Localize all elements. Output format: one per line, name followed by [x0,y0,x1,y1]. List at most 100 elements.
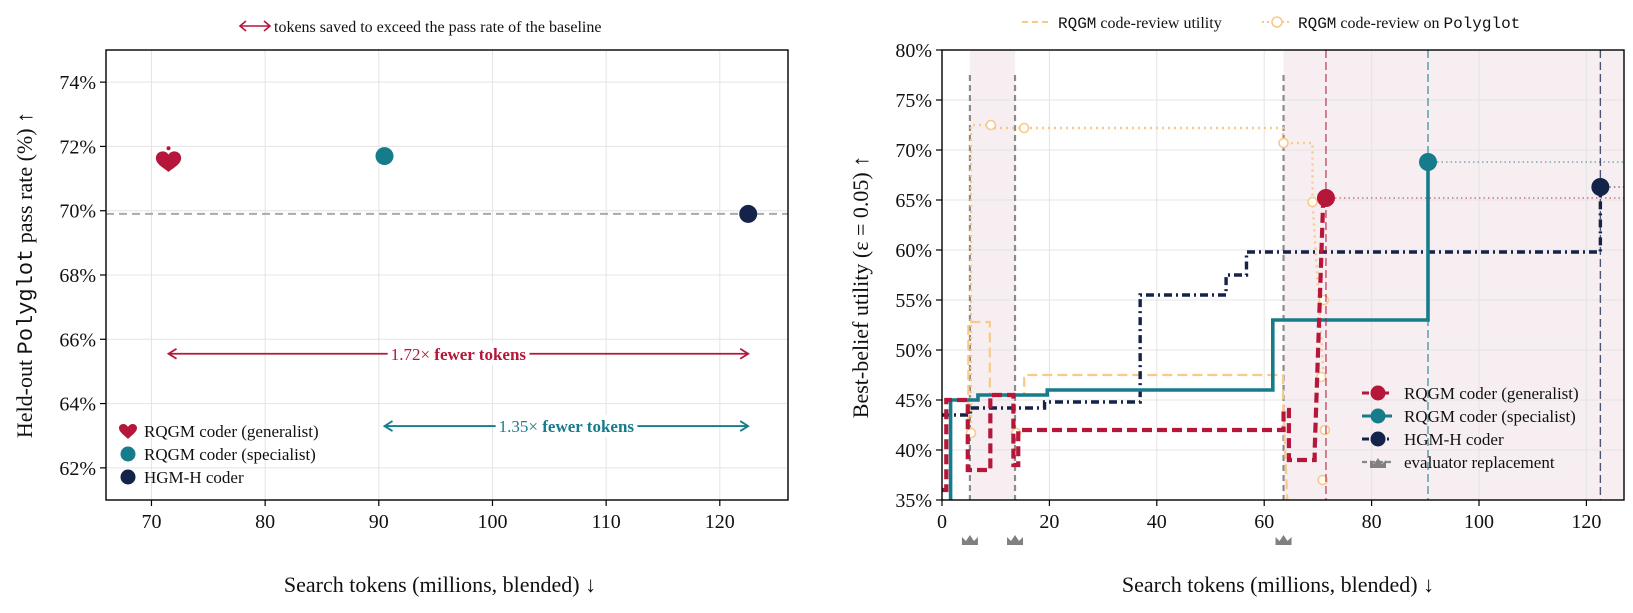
right-x-tick-label: 120 [1571,511,1601,533]
left-point-heart-0 [155,151,182,172]
right-y-tick-label: 35% [895,490,932,512]
right-series-marker [1319,424,1331,436]
left-y-tick-label: 72% [59,136,96,158]
left-arrow-label-bg [387,342,530,365]
right-series-line-3 [967,320,1289,501]
right-series-marker [1278,137,1289,149]
right-legend: RQGM coder (generalist) RQGM coder (spec… [1362,384,1579,472]
right-top-legend-part: Polyglot [1443,15,1520,33]
left-arrow-label-num: 1.35× [499,417,543,436]
left-point-heart-sparkle [166,146,171,151]
right-top-legend-part: code-review on [1336,15,1443,32]
left-arrow-head-right [739,420,750,432]
left-y-label-prefix: Held-out [12,354,37,438]
right-series-marker [1018,122,1030,134]
left-x-tick-label: 120 [705,511,735,533]
right-legend-label-evaluator: evaluator replacement [1404,453,1555,472]
right-x-tick-label: 60 [1254,511,1274,533]
left-x-tick-label: 100 [477,511,507,533]
right-x-axis-label: Search tokens (millions, blended) ↓ [1122,572,1434,597]
right-shaded-region [1283,50,1624,500]
left-top-legend-arrowhead-right [263,20,272,32]
left-legend-marker-specialist [120,446,136,462]
left-plot-frame [105,49,789,501]
left-panel: tokens saved to exceed the pass rate of … [12,19,789,597]
right-ticks: 0 20 40 60 80 100 120 35% 40% 45% 50% 55% 60% 65% 70% 7… [895,40,1601,533]
right-series-line-4 [969,123,1325,435]
left-arrow-label-bold: fewer tokens [542,417,634,436]
left-point-2 [739,204,758,223]
right-x-tick-label: 20 [1039,511,1059,533]
right-top-legend: RQGM code-review utility RQGM code-revie… [1022,15,1520,33]
left-x-tick-label: 90 [369,511,389,533]
right-top-legend-label-utility: RQGM code-review utility [1058,15,1222,33]
right-legend-marker-generalist [1370,385,1386,401]
right-x-tick-label: 100 [1464,511,1494,533]
left-top-legend-label: tokens saved to exceed the pass rate of … [274,19,601,36]
left-arrow-label: 1.72× fewer tokens [391,345,527,364]
right-evaluator-crown-icon [961,535,978,545]
right-y-tick-label: 80% [895,40,932,62]
right-top-legend-part: RQGM [1058,15,1096,33]
left-legend-label-generalist: RQGM coder (generalist) [144,422,319,441]
right-y-tick-label: 65% [895,190,932,212]
left-x-tick-label: 110 [592,511,621,533]
right-top-legend-label-polyglot: RQGM code-review on Polyglot [1298,15,1520,33]
right-top-legend-marker-polyglot [1271,16,1283,28]
left-x-tick-label: 70 [141,511,161,533]
right-shaded-regions [969,50,1624,500]
right-legend-marker-hgm [1370,431,1386,447]
left-grid [106,50,788,500]
left-point-1 [375,147,394,166]
legend-heart-icon [119,424,137,439]
left-arrow-label-bold: fewer tokens [434,345,526,364]
left-top-legend-arrowhead-left [238,20,247,32]
right-top-legend-part: code-review utility [1096,15,1221,32]
right-x-tick-label: 80 [1362,511,1382,533]
left-arrow-label-bg [495,415,638,438]
left-x-axis-label: Search tokens (millions, blended) ↓ [284,572,596,597]
right-evaluator-crown-icon [1007,535,1024,545]
left-legend-marker-hgm [120,469,136,485]
left-arrow-label-num: 1.72× [391,345,435,364]
right-y-axis-label: Best-belief utility (ε = 0.05) ↑ [848,156,873,418]
left-arrow-head-left [382,420,393,432]
right-series-marker [1307,196,1318,208]
right-y-tick-label: 45% [895,390,932,412]
right-top-legend-part: RQGM [1298,15,1336,33]
right-series-marker [985,119,997,131]
left-top-legend: tokens saved to exceed the pass rate of … [238,19,601,36]
right-y-tick-label: 50% [895,340,932,362]
right-evaluator-crown-icon [1275,535,1292,545]
right-panel: RQGM code-review utility RQGM code-revie… [848,15,1625,597]
left-y-tick-label: 62% [59,458,96,480]
left-y-label-mono: Polyglot [14,249,39,355]
left-arrow-label: 1.35× fewer tokens [499,417,635,436]
right-x-tick-label: 40 [1147,511,1167,533]
left-y-tick-label: 70% [59,201,96,223]
left-y-tick-label: 66% [59,329,96,351]
right-legend-marker-specialist [1370,408,1386,424]
left-y-axis-label: Held-out Polyglot pass rate (%) ↑ [12,112,39,438]
left-arrow-1: 1.35× fewer tokens [382,415,750,438]
right-plot-area [942,50,1624,501]
left-arrow-head-right [739,347,750,360]
right-shaded-region [969,50,1016,500]
left-ticks: 70 80 90 100 110 120 62% 64% 66% 68% 70% 72% 74% [59,72,734,533]
right-y-tick-label: 70% [895,140,932,162]
left-arrow-head-left [166,347,177,360]
right-y-tick-label: 40% [895,440,932,462]
left-y-tick-label: 74% [59,72,96,94]
right-series-end-marker-1 [1418,153,1437,171]
right-y-tick-label: 55% [895,290,932,312]
right-plot-frame [941,49,1625,501]
right-series-end-marker-0 [1316,189,1335,207]
crown-icon [1370,458,1386,468]
left-arrow-0: 1.72× fewer tokens [166,342,750,365]
right-legend-label-hgm: HGM-H coder [1404,430,1504,449]
right-x-tick-label: 0 [937,511,947,533]
left-x-tick-label: 80 [255,511,275,533]
left-y-tick-label: 64% [59,394,96,416]
